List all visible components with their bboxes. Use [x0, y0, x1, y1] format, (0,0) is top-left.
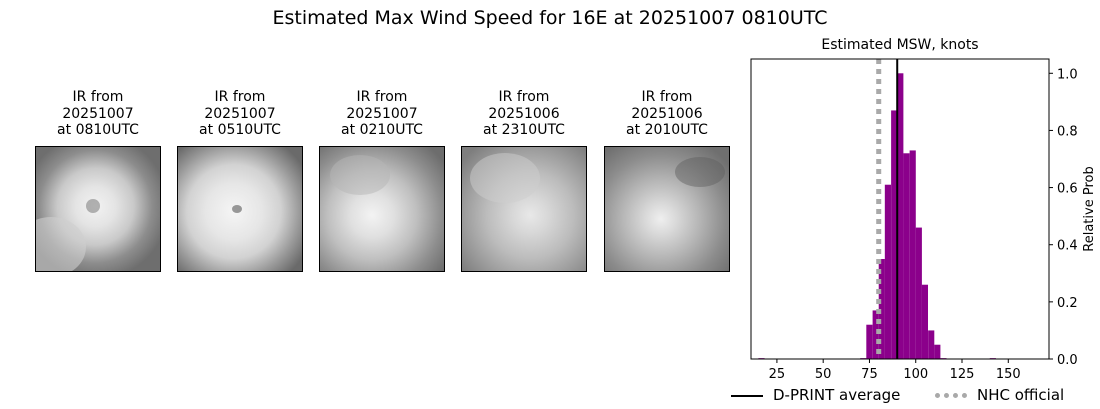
x-tick-label: 25: [769, 367, 786, 382]
x-tick-label: 75: [861, 367, 878, 382]
figure-title: Estimated Max Wind Speed for 16E at 2025…: [272, 7, 828, 29]
ir-caption-time: at 2010UTC: [626, 122, 708, 138]
ir-caption-date: 20251006: [631, 105, 703, 122]
ir-caption-5: IR from 20251006 at 2010UTC: [604, 89, 730, 139]
y-tick-label: 0.2: [1057, 296, 1078, 311]
ir-panel-3: IR from 20251007 at 0210UTC: [319, 89, 445, 139]
histogram-bar: [872, 310, 879, 359]
ir-caption-time: at 0510UTC: [199, 122, 281, 138]
histogram-bar: [884, 184, 891, 359]
ir-caption-date: 20251007: [204, 105, 276, 122]
y-axis-label: Relative Prob: [1082, 166, 1097, 251]
ir-caption-time: at 0810UTC: [57, 122, 139, 138]
x-tick-label: 125: [950, 367, 975, 382]
legend-item-dprint: D-PRINT average: [731, 386, 900, 404]
ir-caption-1: IR from 20251007 at 0810UTC: [35, 89, 161, 139]
ir-caption-date: 20251007: [62, 105, 134, 122]
histogram-bar: [866, 324, 873, 359]
y-tick-label: 0.6: [1057, 182, 1078, 197]
histogram-bar: [921, 284, 929, 359]
ir-caption-line: IR from: [356, 89, 408, 105]
ir-panel-2: IR from 20251007 at 0510UTC: [177, 89, 303, 139]
ir-caption-3: IR from 20251007 at 0210UTC: [319, 89, 445, 139]
ir-satellite-image-3: [319, 146, 445, 272]
ir-caption-time: at 2310UTC: [483, 122, 565, 138]
legend-label-dprint: D-PRINT average: [773, 386, 901, 404]
ir-panel-5: IR from 20251006 at 2010UTC: [604, 89, 730, 139]
ir-satellite-image-2: [177, 146, 303, 272]
solid-line-icon: [731, 394, 763, 397]
dotted-line-icon: [935, 393, 967, 398]
histogram-bar: [897, 73, 904, 360]
y-tick-label: 0.4: [1057, 239, 1078, 254]
chart-title: Estimated MSW, knots: [821, 37, 979, 53]
histogram-bar: [928, 330, 935, 359]
ir-satellite-image-5: [604, 146, 730, 272]
histogram-bar: [903, 153, 910, 359]
histogram-bar: [934, 344, 941, 359]
ir-caption-line: IR from: [641, 89, 693, 105]
ir-caption-line: IR from: [72, 89, 124, 105]
ir-caption-date: 20251007: [346, 105, 418, 122]
legend-item-nhc: NHC official: [935, 386, 1064, 404]
histogram-bar: [909, 150, 916, 359]
y-tick-label: 0.0: [1057, 353, 1078, 368]
ir-satellite-image-1: [35, 146, 161, 272]
y-tick-label: 0.8: [1057, 124, 1078, 139]
x-tick-label: 50: [815, 367, 832, 382]
histogram-bar: [878, 259, 885, 359]
x-tick-label: 150: [996, 367, 1021, 382]
legend-label-nhc: NHC official: [977, 386, 1065, 404]
ir-panel-1: IR from 20251007 at 0810UTC: [35, 89, 161, 139]
histogram-bar: [915, 227, 922, 359]
ir-caption-line: IR from: [498, 89, 550, 105]
ir-caption-line: IR from: [214, 89, 266, 105]
plot-frame: [750, 58, 1050, 360]
ir-caption-date: 20251006: [488, 105, 560, 122]
histogram-bar: [891, 110, 898, 359]
ir-panel-4: IR from 20251006 at 2310UTC: [461, 89, 587, 139]
x-tick-label: 100: [903, 367, 928, 382]
ir-caption-2: IR from 20251007 at 0510UTC: [177, 89, 303, 139]
ir-caption-4: IR from 20251006 at 2310UTC: [461, 89, 587, 139]
ir-caption-time: at 0210UTC: [341, 122, 423, 138]
ir-satellite-image-4: [461, 146, 587, 272]
y-tick-label: 1.0: [1057, 67, 1078, 82]
